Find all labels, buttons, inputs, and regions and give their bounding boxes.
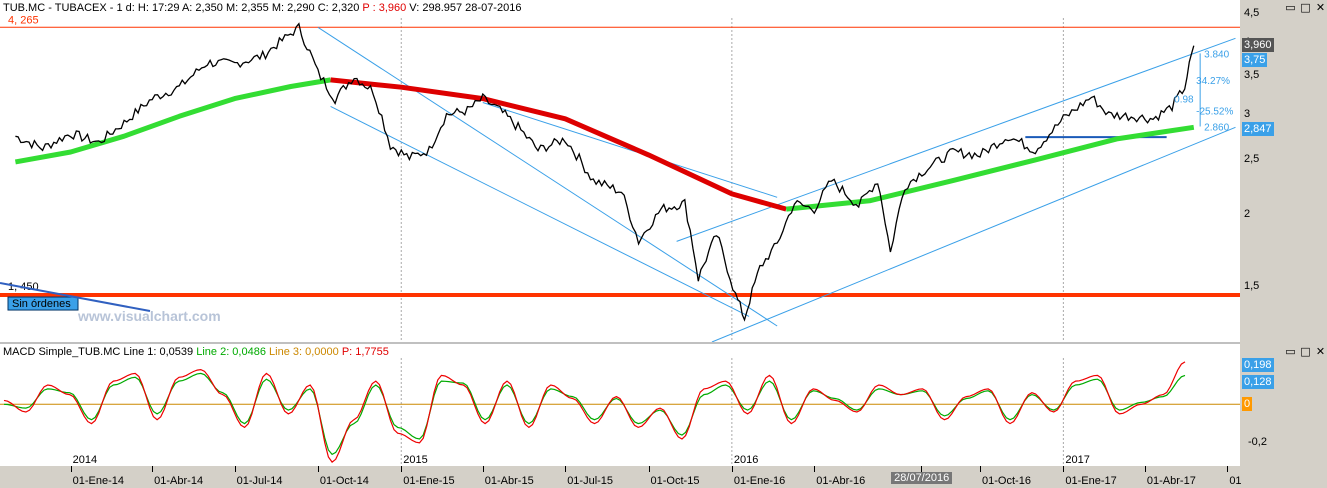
macd-title: MACD Simple_TUB.MC (3, 346, 121, 358)
x-tick-label: 01-Abr-17 (1146, 475, 1196, 487)
x-tick-mark (731, 466, 733, 472)
x-tick-mark (317, 466, 319, 472)
ma-green-early (14, 77, 332, 165)
channel-line (676, 37, 1236, 242)
x-tick-label: 01 (1229, 475, 1242, 487)
channel-line (330, 106, 750, 317)
x-tick-mark (70, 466, 72, 472)
macd-y-axis: ▭ □ ✕ 0,198 0,128 0 -0,2 (1240, 344, 1327, 466)
minimize-icon[interactable]: ▭ (1285, 1, 1296, 14)
y-tick-label: 1,5 (1244, 279, 1260, 292)
year-label: 2017 (1065, 454, 1090, 466)
header-volume: V: 298.957 (409, 2, 463, 14)
macd-p-label: P: 1,7755 (341, 346, 389, 358)
channel-line (711, 126, 1236, 342)
y-tick-label: 2 (1244, 208, 1251, 221)
header-last: P : 3,960 (362, 2, 407, 14)
macd-line1-tag: 0,198 (1242, 358, 1274, 373)
year-label: 2014 (72, 454, 98, 466)
ma-red (330, 77, 787, 212)
x-tick-label: 01-Oct-16 (982, 475, 1031, 487)
x-axis: 01-Ene-14 01-Abr-14 01-Jul-14 01-Oct-14 01-E… (0, 466, 1327, 488)
year-label: 2016 (733, 454, 759, 466)
chart-header: TUB.MC - TUBACEX - 1 d: H: 17:29 A: 2,35… (3, 2, 522, 14)
x-tick-mark (1144, 466, 1146, 472)
measure-mid-value: 0.98 (1174, 95, 1194, 106)
macd-header: MACD Simple_TUB.MC Line 1: 0,0539 Line 2… (3, 346, 389, 358)
orders-label: Sin órdenes (12, 298, 71, 310)
channel-line (482, 102, 778, 198)
header-open: A: 2,350 (181, 2, 223, 14)
macd-line2 (3, 372, 1186, 456)
header-date: 28-07-2016 (465, 2, 522, 14)
x-tick-label: 01-Ene-14 (72, 475, 125, 487)
macd-line3-label: Line 3: 0,0000 (269, 346, 339, 358)
ticker-label: TUB.MC - TUBACEX - 1 d (3, 2, 132, 14)
channel-line (317, 26, 778, 327)
y-tick-label: 2,5 (1244, 152, 1260, 165)
macd-maximize-icon[interactable]: □ (1300, 345, 1311, 358)
macd-panel[interactable]: MACD Simple_TUB.MC Line 1: 0,0539 Line 2… (0, 342, 1240, 468)
x-tick-label: 01-Ene-17 (1065, 475, 1117, 487)
x-tick-label: 01-Ene-16 (733, 475, 786, 487)
ma-green-late (785, 124, 1195, 212)
header-low: M: 2,290 (271, 2, 315, 14)
x-tick-label: 01-Jul-14 (236, 475, 283, 487)
ma-long-tag: 2,847 (1242, 121, 1274, 136)
measure-pct-down: -25.52% (1196, 107, 1233, 118)
orders-pointer (0, 282, 151, 313)
macd-line2-label: Line 2: 0,0486 (196, 346, 266, 358)
macd-line1 (3, 361, 1186, 463)
x-tick-mark (234, 466, 236, 472)
price-line (15, 22, 1195, 322)
macd-zero-tag: 0 (1242, 397, 1253, 412)
year-label: 2015 (403, 454, 428, 466)
macd-close-icon[interactable]: ✕ (1315, 345, 1326, 358)
x-tick-label: 01-Oct-14 (319, 475, 369, 487)
x-tick-label: 01-Abr-15 (484, 475, 534, 487)
x-tick-mark (565, 466, 567, 472)
x-tick-mark (648, 466, 650, 472)
header-close: C: 2,320 (317, 2, 360, 14)
price-chart-svg: 4, 2651, 450Sin órdeneswww.visualchart.c… (0, 14, 1240, 342)
x-tick-mark (921, 466, 923, 472)
close-icon[interactable]: ✕ (1315, 1, 1326, 14)
maximize-icon[interactable]: □ (1300, 1, 1311, 14)
y-tick-label: 4,5 (1244, 7, 1260, 19)
y-tick-label: 3 (1244, 107, 1251, 120)
x-tick-label: 01-Ene-15 (403, 475, 455, 487)
x-tick-mark (814, 466, 816, 472)
x-tick-mark (482, 466, 484, 472)
x-tick-mark (1063, 466, 1065, 472)
measure-down-value: 2.860 (1204, 122, 1229, 133)
header-time: H: 17:29 (137, 2, 180, 14)
price-chart-panel[interactable]: TUB.MC - TUBACEX - 1 d: H: 17:29 A: 2,35… (0, 0, 1240, 342)
header-high: M: 2,355 (225, 2, 269, 14)
x-tick-mark (1227, 466, 1229, 472)
x-tick-mark (152, 466, 154, 472)
ma-short-tag: 3,75 (1242, 53, 1268, 68)
orders-box (7, 296, 79, 311)
x-tick-label: 01-Abr-16 (816, 475, 866, 487)
x-tick-label: 01-Abr-14 (154, 475, 204, 487)
measure-up-value: 3.840 (1204, 49, 1229, 60)
macd-y-tick: -0,2 (1248, 435, 1267, 448)
macd-window-controls: ▭ □ ✕ (1281, 345, 1326, 358)
x-tick-label: 01-Oct-15 (650, 475, 700, 487)
resistance-label: 4, 265 (8, 14, 39, 26)
x-tick-mark (980, 466, 982, 472)
macd-line1-label: Line 1: 0,0539 (123, 346, 194, 358)
measure-pct-up: 34.27% (1196, 76, 1230, 87)
watermark: www.visualchart.com (77, 308, 221, 324)
y-tick-label: 3,5 (1244, 69, 1260, 82)
macd-line2-tag: 0,128 (1242, 374, 1274, 389)
macd-minimize-icon[interactable]: ▭ (1285, 345, 1296, 358)
x-tick-label: 28/07/2016 (891, 472, 953, 484)
x-tick-mark (401, 466, 403, 472)
macd-chart-svg (0, 358, 1240, 468)
x-tick-label: 01-Jul-15 (567, 475, 614, 487)
window-controls: ▭ □ ✕ (1281, 1, 1326, 14)
last-price-tag: 3,960 (1242, 37, 1274, 52)
